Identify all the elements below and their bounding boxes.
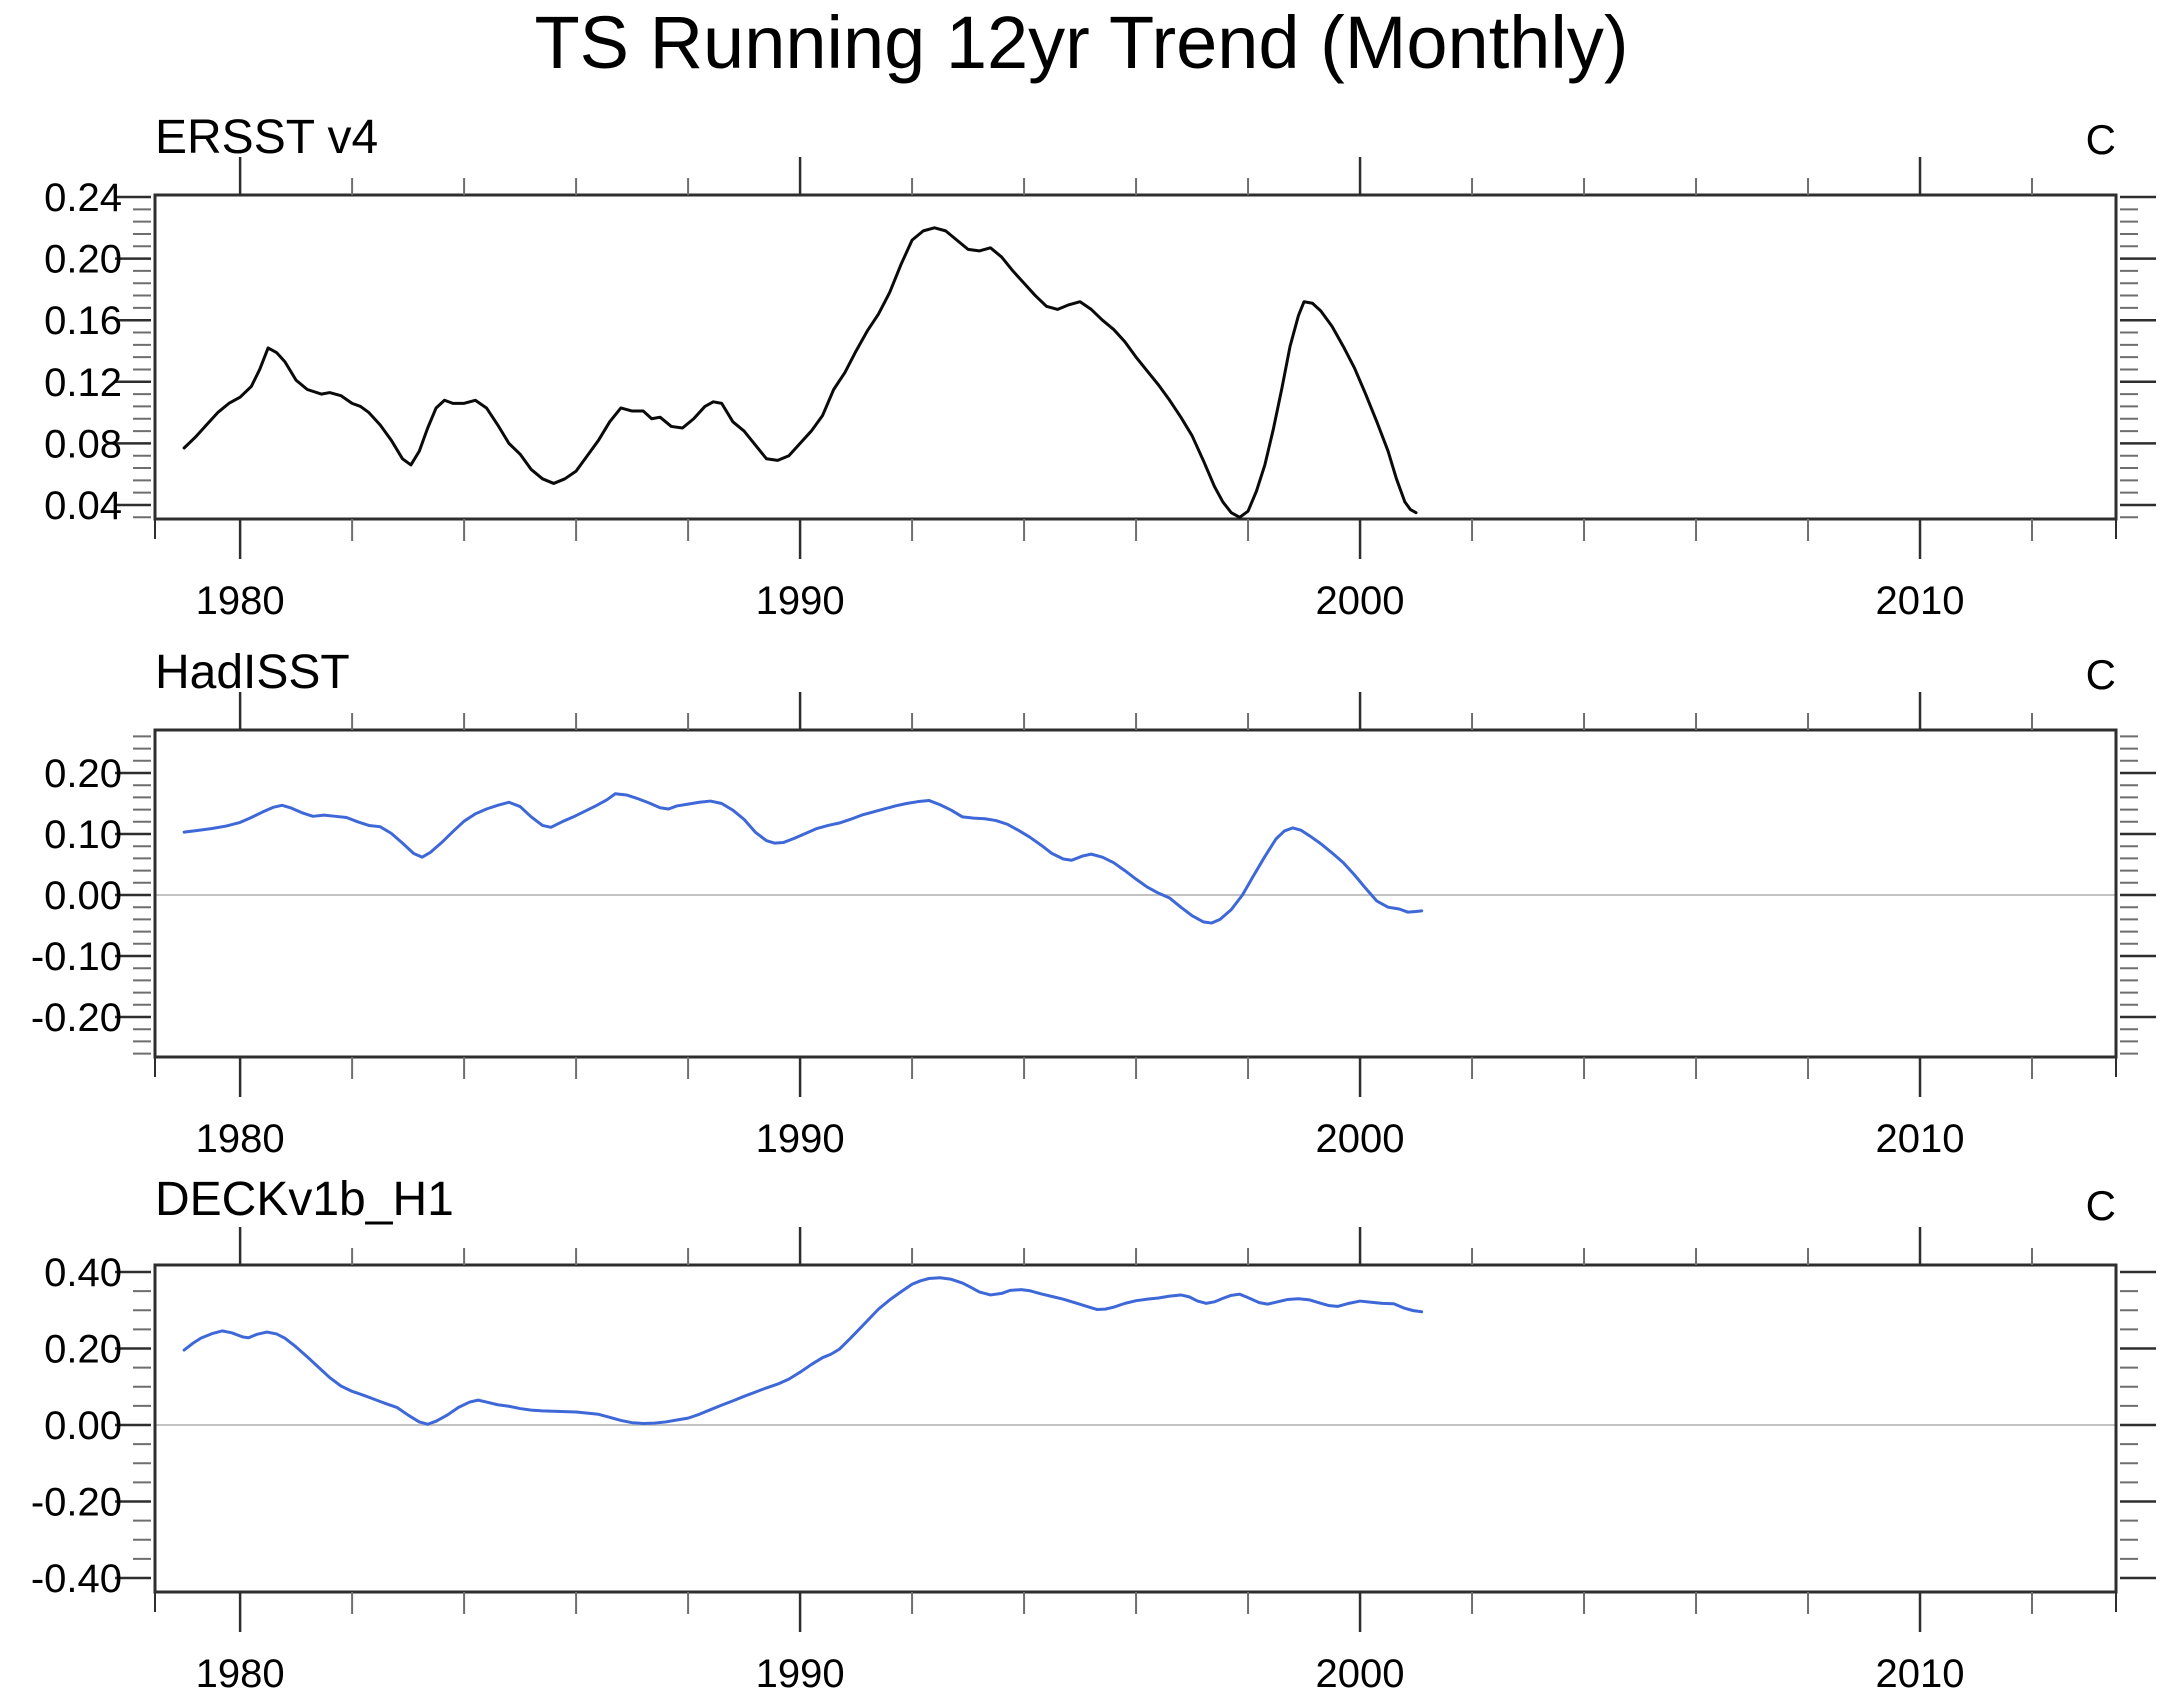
panel-deckv1b-unit-label: C [2085, 1182, 2116, 1229]
series-line-ERSST v4 [182, 226, 1418, 519]
y-tick-label: 0.40 [44, 1251, 122, 1295]
x-tick-label: 2000 [1316, 579, 1405, 623]
y-tick-label: 0.08 [44, 422, 122, 466]
panel-deckv1b-title: DECKv1b_H1 [155, 1173, 454, 1226]
series-line-DECKv1b_H1 [182, 1276, 1424, 1426]
x-tick-label: 1990 [756, 1117, 845, 1161]
y-tick-label: -0.10 [31, 935, 122, 979]
x-tick-label: 2010 [1876, 579, 1965, 623]
y-tick-label: 0.10 [44, 813, 122, 857]
y-tick-label: -0.20 [31, 1481, 122, 1525]
y-tick-label: 0.00 [44, 874, 122, 918]
x-tick-label: 1980 [196, 1652, 285, 1693]
y-tick-label: 0.24 [44, 176, 122, 220]
x-tick-label: 1980 [196, 579, 285, 623]
x-tick-label: 1990 [756, 579, 845, 623]
x-tick-label: 2000 [1316, 1117, 1405, 1161]
y-tick-label: 0.00 [44, 1404, 122, 1448]
y-tick-label: -0.20 [31, 996, 122, 1040]
plot-frame [153, 1263, 2118, 1594]
y-tick-label: 0.20 [44, 752, 122, 796]
series-line-HadISST [182, 792, 1424, 925]
y-tick-label: 0.12 [44, 361, 122, 405]
y-tick-label: 0.20 [44, 238, 122, 282]
x-tick-label: 1980 [196, 1117, 285, 1161]
y-tick-label: -0.40 [31, 1557, 122, 1601]
y-tick-label: 0.20 [44, 1328, 122, 1372]
y-tick-label: 0.04 [44, 484, 122, 528]
figure-title: TS Running 12yr Trend (Monthly) [534, 1, 1629, 84]
x-tick-label: 2000 [1316, 1652, 1405, 1693]
panel-ersst-title: ERSST v4 [155, 111, 379, 164]
panel-hadisst-unit-label: C [2085, 651, 2116, 698]
y-tick-label: 0.16 [44, 299, 122, 343]
panel-ersst-unit-label: C [2085, 116, 2116, 163]
panel-hadisst-title: HadISST [155, 646, 350, 699]
x-tick-label: 2010 [1876, 1117, 1965, 1161]
x-tick-label: 2010 [1876, 1652, 1965, 1693]
x-tick-label: 1990 [756, 1652, 845, 1693]
